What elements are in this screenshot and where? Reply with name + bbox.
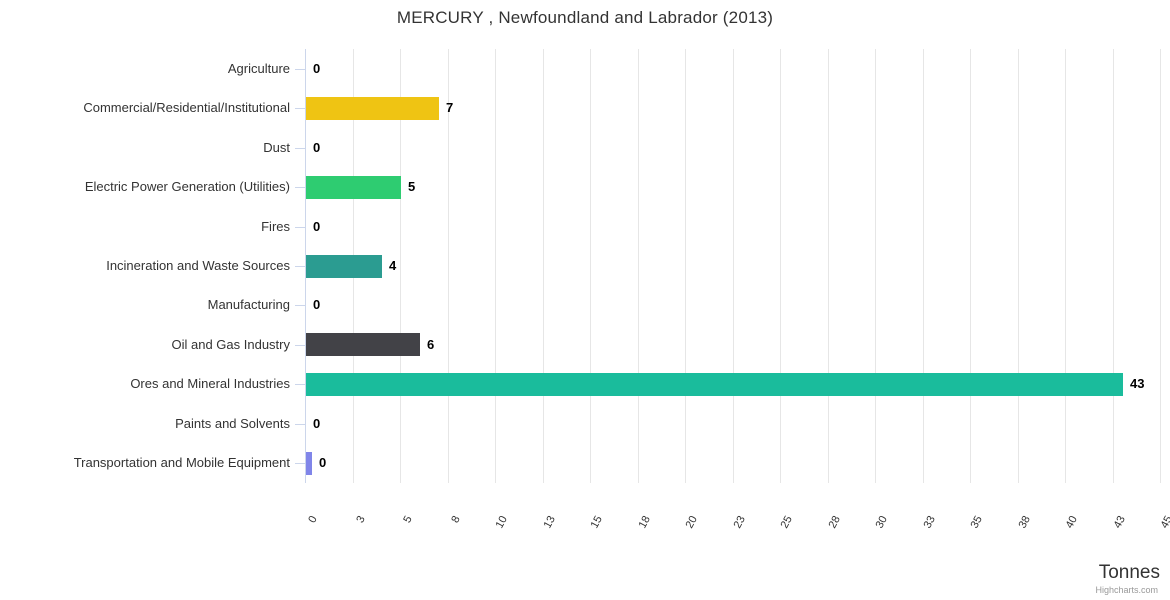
category-label: Manufacturing (207, 297, 290, 312)
gridline (542, 49, 544, 483)
category-label: Incineration and Waste Sources (106, 258, 290, 273)
value-label: 6 (427, 337, 435, 352)
x-tick-label: 45 (1158, 514, 1170, 531)
category-label: Dust (263, 140, 290, 155)
category-axis-line (305, 49, 306, 483)
bar[interactable] (306, 333, 420, 356)
gridline (970, 49, 971, 483)
x-tick-label: 18 (636, 514, 653, 531)
x-tick-label: 8 (449, 514, 463, 526)
category-label: Transportation and Mobile Equipment (73, 455, 290, 470)
bar[interactable] (306, 373, 1123, 396)
category-tick (295, 69, 305, 70)
category-label: Electric Power Generation (Utilities) (84, 179, 290, 194)
x-tick-label: 5 (401, 514, 415, 526)
category-tick (295, 108, 305, 109)
bar[interactable] (306, 452, 312, 475)
category-tick (295, 148, 305, 149)
x-tick-label: 40 (1063, 514, 1080, 531)
x-tick-label: 28 (826, 514, 843, 531)
bar[interactable] (306, 97, 439, 120)
gridline (827, 49, 829, 483)
category-label: Agriculture (227, 61, 290, 76)
gridline (685, 49, 686, 483)
value-label: 5 (408, 179, 416, 194)
category-tick (295, 187, 305, 188)
x-axis-title: Tonnes (1098, 562, 1160, 583)
category-tick (295, 305, 305, 306)
bar[interactable] (306, 255, 382, 278)
value-label: 0 (313, 61, 321, 76)
value-label: 0 (319, 455, 327, 470)
category-label: Commercial/Residential/Institutional (83, 100, 290, 115)
gridline (875, 49, 876, 483)
highcharts-credit-link[interactable]: Highcharts.com (1095, 585, 1158, 595)
x-tick-label: 3 (354, 514, 368, 526)
gridline (1017, 49, 1019, 483)
x-tick-label: 23 (731, 514, 748, 531)
value-label: 4 (389, 258, 397, 273)
gridline (732, 49, 734, 483)
gridline (780, 49, 781, 483)
chart-title: MERCURY , Newfoundland and Labrador (201… (396, 8, 774, 27)
value-label: 0 (313, 140, 321, 155)
x-tick-label: 0 (306, 514, 320, 526)
category-tick (295, 424, 305, 425)
x-tick-label: 15 (588, 514, 605, 531)
x-tick-label: 35 (968, 514, 985, 531)
gridline (1160, 49, 1161, 483)
value-label: 0 (313, 219, 321, 234)
category-label: Ores and Mineral Industries (130, 376, 290, 391)
gridline (922, 49, 924, 483)
x-tick-label: 33 (921, 514, 938, 531)
category-label: Oil and Gas Industry (171, 337, 291, 352)
x-tick-label: 30 (873, 514, 890, 531)
gridline (637, 49, 639, 483)
value-label: 7 (446, 100, 454, 115)
x-tick-label: 43 (1111, 514, 1128, 531)
bar[interactable] (306, 176, 401, 199)
gridline (495, 49, 496, 483)
x-tick-label: 20 (683, 514, 700, 531)
gridline (1065, 49, 1066, 483)
category-tick (295, 266, 305, 267)
value-label: 0 (313, 297, 321, 312)
x-tick-label: 13 (541, 514, 558, 531)
category-tick (295, 345, 305, 346)
category-tick (295, 227, 305, 228)
value-label: 43 (1130, 376, 1145, 391)
category-tick (295, 384, 305, 385)
value-label: 0 (313, 416, 321, 431)
gridline (447, 49, 449, 483)
gridline (400, 49, 401, 483)
category-tick (295, 463, 305, 464)
x-tick-label: 25 (778, 514, 795, 531)
gridline (1112, 49, 1114, 483)
category-label: Fires (261, 219, 290, 234)
x-tick-label: 38 (1016, 514, 1033, 531)
category-label: Paints and Solvents (175, 416, 290, 431)
gridline (590, 49, 591, 483)
x-tick-label: 10 (493, 514, 510, 531)
